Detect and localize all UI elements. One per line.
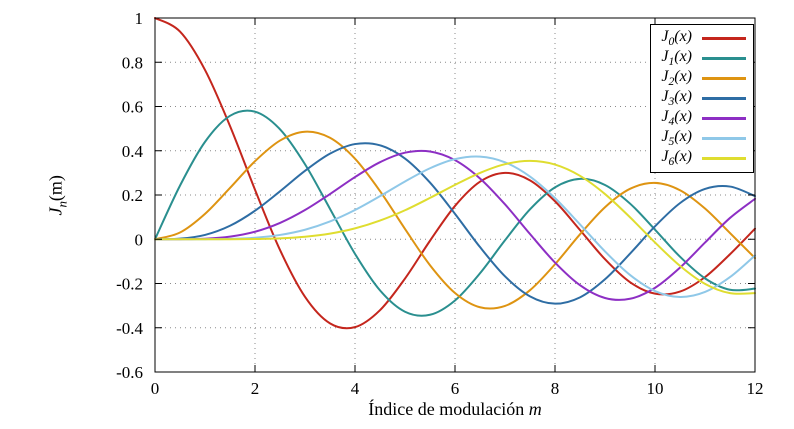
y-tick-label: -0.6: [116, 363, 143, 382]
curve-J5: [154, 155, 756, 299]
legend-entry: J4(x): [661, 108, 746, 128]
y-tick-label: -0.4: [116, 319, 143, 338]
y-tick-label: 0.6: [122, 98, 143, 117]
legend-label: J5(x): [661, 127, 692, 149]
x-axis-title-text: Índice de modulación: [368, 399, 529, 419]
curve-J2: [154, 130, 756, 310]
legend-label: J6(x): [661, 147, 692, 169]
y-tick-label: -0.2: [116, 275, 143, 294]
legend-line-sample: [702, 56, 746, 60]
legend-line-sample: [702, 116, 746, 120]
x-tick-label: 8: [551, 379, 560, 398]
legend: J0(x) J1(x) J2(x) J3(x) J4(x) J5(x) J6(x): [650, 24, 754, 173]
x-tick-label: 2: [251, 379, 260, 398]
y-tick-label: 0.4: [122, 142, 144, 161]
legend-line-sample: [702, 156, 746, 160]
x-tick-label: 12: [747, 379, 764, 398]
y-axis-subscript: n: [54, 201, 70, 208]
x-tick-label: 4: [351, 379, 360, 398]
legend-line-sample: [702, 76, 746, 80]
legend-label: J1(x): [661, 47, 692, 69]
curve-J0: [154, 17, 756, 330]
y-tick-label: 0.2: [122, 186, 143, 205]
legend-label: J3(x): [661, 87, 692, 109]
legend-entry: J2(x): [661, 68, 746, 88]
tick-labels: 0 2 4 6 8 10 12 -0.6 -0.4 -0.2 0 0.2 0.4 0.6 0.8 1: [116, 9, 763, 398]
curve-J3: [154, 142, 756, 305]
legend-entry: J5(x): [661, 128, 746, 148]
x-axis-variable: m: [528, 399, 542, 419]
y-tick-label: 0.8: [122, 53, 143, 72]
x-tick-label: 10: [647, 379, 664, 398]
legend-line-sample: [702, 136, 746, 140]
legend-entry: J1(x): [661, 48, 746, 68]
x-tick-label: 6: [451, 379, 460, 398]
legend-line-sample: [702, 96, 746, 100]
curve-J1: [154, 109, 756, 317]
curves: [154, 17, 756, 330]
y-tick-label: 0: [135, 230, 144, 249]
x-axis-title: Índice de modulación m: [155, 399, 755, 420]
x-tick-label: 0: [151, 379, 160, 398]
legend-line-sample: [702, 36, 746, 40]
legend-label: J0(x): [661, 27, 692, 49]
y-axis-arg: (m): [45, 175, 66, 202]
y-axis-symbol: J: [45, 207, 66, 216]
legend-entry: J3(x): [661, 88, 746, 108]
curve-J6: [154, 159, 756, 295]
legend-entry: J0(x): [661, 28, 746, 48]
legend-label: J2(x): [661, 67, 692, 89]
y-axis-title: Jn(m): [46, 125, 71, 265]
y-tick-label: 1: [135, 9, 144, 28]
legend-entry: J6(x): [661, 148, 746, 168]
legend-label: J4(x): [661, 107, 692, 129]
